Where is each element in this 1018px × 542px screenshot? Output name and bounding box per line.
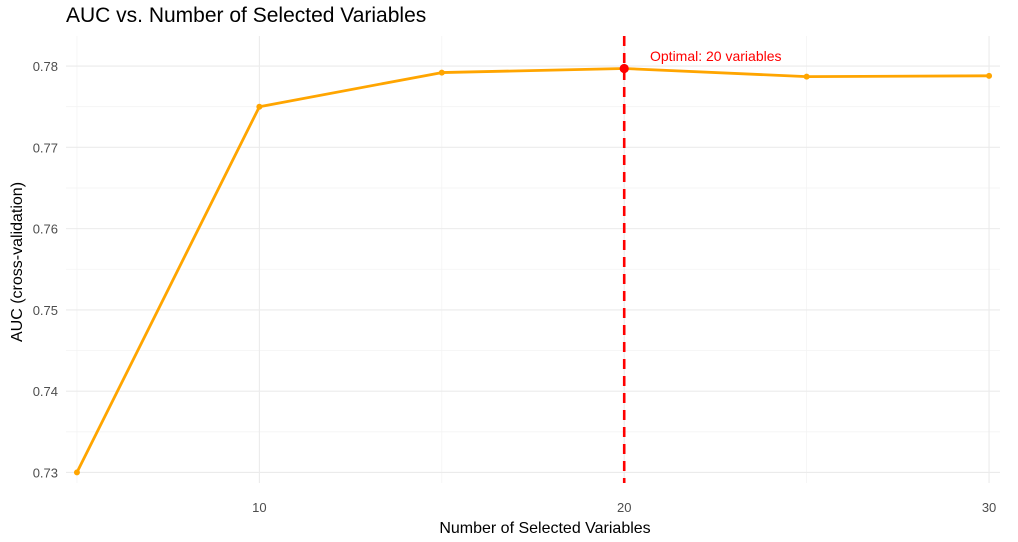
optimal-point	[619, 63, 629, 74]
series-line	[75, 67, 991, 474]
x-tick-label: 30	[982, 500, 996, 515]
grid	[66, 36, 1000, 483]
y-axis-title: AUC (cross-validation)	[9, 182, 26, 342]
y-axis-ticks: 0.73 0.74 0.75 0.76 0.77 0.78	[33, 59, 58, 480]
y-tick-label: 0.76	[33, 222, 58, 237]
x-tick-label: 10	[252, 500, 266, 515]
x-tick-label: 20	[617, 500, 631, 515]
y-tick-label: 0.78	[33, 59, 58, 74]
y-tick-label: 0.74	[33, 384, 58, 399]
series	[73, 63, 993, 476]
x-axis-ticks: 10 20 30	[252, 500, 996, 515]
optimal-annotation: Optimal: 20 variables	[650, 48, 782, 64]
chart-title: AUC vs. Number of Selected Variables	[66, 4, 426, 27]
data-point	[256, 103, 263, 110]
data-point	[438, 69, 445, 76]
y-tick-label: 0.77	[33, 140, 58, 155]
y-tick-label: 0.73	[33, 465, 58, 480]
data-point	[986, 72, 993, 79]
y-tick-label: 0.75	[33, 303, 58, 318]
data-point	[73, 469, 80, 476]
data-point	[803, 73, 810, 80]
x-axis-title: Number of Selected Variables	[439, 520, 650, 537]
